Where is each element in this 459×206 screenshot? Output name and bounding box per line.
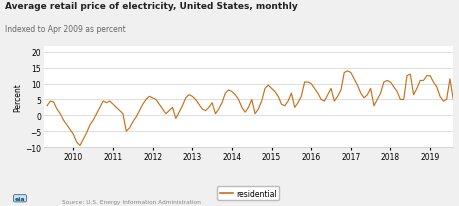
Y-axis label: Percent: Percent	[13, 82, 22, 111]
Text: Average retail price of electricity, United States, monthly: Average retail price of electricity, Uni…	[5, 2, 297, 11]
Text: Source: U.S. Energy Information Administration: Source: U.S. Energy Information Administ…	[62, 199, 201, 204]
Legend: residential: residential	[217, 186, 279, 200]
Text: Indexed to Apr 2009 as percent: Indexed to Apr 2009 as percent	[5, 25, 125, 34]
Text: eia: eia	[15, 196, 25, 201]
